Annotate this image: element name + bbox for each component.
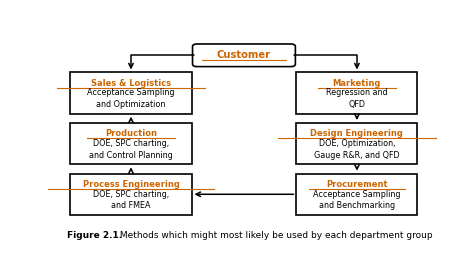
Bar xyxy=(70,123,191,164)
Bar xyxy=(297,123,417,164)
Text: Design Engineering: Design Engineering xyxy=(310,129,403,138)
Text: Methods which might most likely be used by each department group: Methods which might most likely be used … xyxy=(117,231,432,240)
FancyBboxPatch shape xyxy=(192,44,296,67)
Text: DOE, SPC charting,
and FMEA: DOE, SPC charting, and FMEA xyxy=(93,190,169,210)
Text: Customer: Customer xyxy=(217,50,271,60)
Text: Acceptance Sampling
and Optimization: Acceptance Sampling and Optimization xyxy=(87,88,175,109)
Bar xyxy=(297,72,417,114)
Text: Acceptance Sampling
and Benchmarking: Acceptance Sampling and Benchmarking xyxy=(313,190,401,210)
Text: Figure 2.1.: Figure 2.1. xyxy=(67,231,122,240)
Text: DOE, Optimization,
Gauge R&R, and QFD: DOE, Optimization, Gauge R&R, and QFD xyxy=(314,139,400,160)
Text: Marketing: Marketing xyxy=(333,79,381,88)
Bar xyxy=(297,173,417,215)
Bar xyxy=(70,173,191,215)
Text: Regression and
QFD: Regression and QFD xyxy=(326,88,388,109)
Text: Sales & Logistics: Sales & Logistics xyxy=(91,79,171,88)
Text: DOE, SPC charting,
and Control Planning: DOE, SPC charting, and Control Planning xyxy=(89,139,173,160)
Text: Production: Production xyxy=(105,129,157,138)
Text: Process Engineering: Process Engineering xyxy=(82,180,179,189)
Text: Procurement: Procurement xyxy=(326,180,388,189)
Bar xyxy=(70,72,191,114)
